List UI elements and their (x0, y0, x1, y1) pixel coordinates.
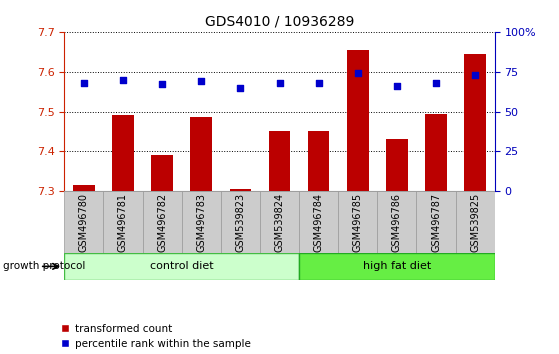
Bar (465, 54, 486, 191)
Bar (230, 189, 251, 191)
Point (197, 78, 206, 84)
Text: GSM539825: GSM539825 (470, 193, 480, 252)
Bar (64, 191, 103, 253)
Point (353, 70, 362, 76)
Bar (143, 191, 182, 253)
Bar (386, 139, 408, 191)
Point (432, 80, 440, 86)
Text: GSM496782: GSM496782 (157, 193, 167, 252)
Text: GSM539824: GSM539824 (274, 193, 285, 252)
Bar (416, 191, 456, 253)
Text: GSM539823: GSM539823 (235, 193, 245, 252)
Bar (456, 191, 495, 253)
Bar (191, 118, 212, 191)
Point (79, 80, 88, 86)
Bar (299, 253, 495, 280)
Bar (377, 191, 416, 253)
Bar (347, 50, 368, 191)
Bar (151, 155, 173, 191)
Legend: transformed count, percentile rank within the sample: transformed count, percentile rank withi… (61, 324, 250, 349)
Bar (260, 191, 299, 253)
Text: high fat diet: high fat diet (363, 261, 431, 272)
Point (392, 83, 401, 89)
Point (119, 77, 127, 82)
Text: GDS4010 / 10936289: GDS4010 / 10936289 (205, 14, 354, 28)
Bar (308, 131, 329, 191)
Text: control diet: control diet (150, 261, 214, 272)
Text: GSM496780: GSM496780 (79, 193, 89, 252)
Point (158, 81, 167, 87)
Point (236, 85, 245, 90)
Text: GSM496781: GSM496781 (118, 193, 128, 252)
Point (275, 80, 284, 86)
Point (314, 80, 323, 86)
Text: GSM496785: GSM496785 (353, 193, 363, 252)
Bar (103, 191, 143, 253)
Bar (299, 191, 338, 253)
Bar (338, 191, 377, 253)
Bar (221, 191, 260, 253)
Text: GSM496787: GSM496787 (431, 193, 441, 252)
Bar (112, 115, 134, 191)
Text: GSM496784: GSM496784 (314, 193, 324, 252)
Text: growth protocol: growth protocol (3, 261, 85, 272)
Bar (64, 253, 299, 280)
Bar (425, 114, 447, 191)
Text: GSM496786: GSM496786 (392, 193, 402, 252)
Point (471, 72, 480, 78)
Bar (73, 185, 94, 191)
Bar (182, 191, 221, 253)
Text: GSM496783: GSM496783 (196, 193, 206, 252)
Bar (269, 131, 290, 191)
